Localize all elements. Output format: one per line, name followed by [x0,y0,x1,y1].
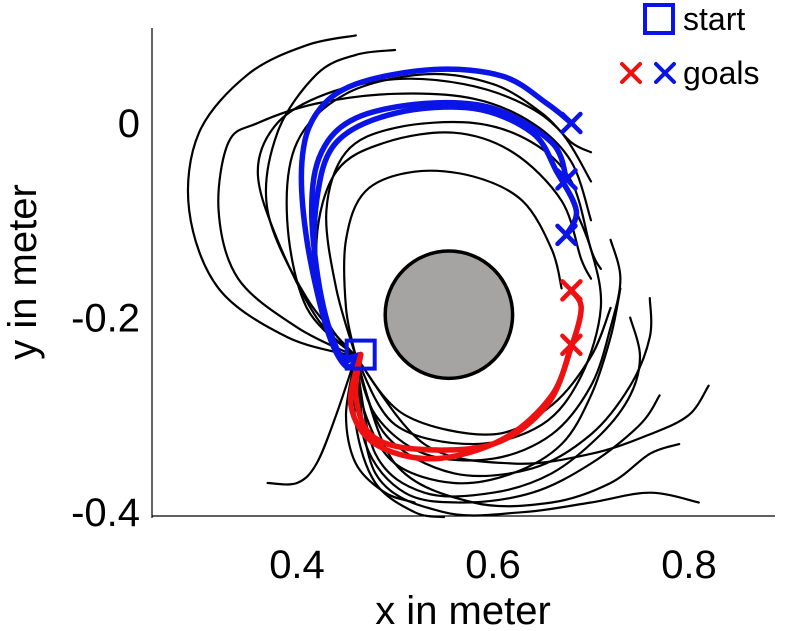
legend-start-label: start [683,1,745,37]
demonstration-trajectory-25 [354,355,700,517]
demonstration-trajectory-8 [186,34,357,358]
demonstration-trajectory-7 [217,92,593,358]
demonstration-trajectory-22 [354,316,642,498]
y-tick-label: 0 [118,102,140,146]
demonstration-trajectory-16 [344,355,416,504]
legend-red-goal-marker [620,62,642,84]
generated-trajectories [298,66,584,462]
red-goal-marker-0 [560,279,583,302]
demonstration-trajectory-20 [354,199,603,446]
demonstration-trajectory-17 [354,238,622,462]
legend-blue-goal-marker [654,62,676,84]
obstacle-layer [383,249,515,381]
x-tick-label: 0.4 [269,543,325,587]
x-tick-label: 0.6 [465,543,521,587]
blue-goal-marker-2 [555,223,578,247]
y-tick-label: -0.2 [71,297,140,341]
x-axis-title: x in meter [375,589,551,631]
demonstration-trajectory-10 [325,120,602,358]
y-axis-title: y in meter [1,184,45,360]
generated-trajectory-4 [347,342,575,462]
demonstration-trajectory-24 [354,355,710,465]
demonstration-trajectory-15 [266,355,357,486]
demonstration-trajectory-23 [354,355,681,508]
demonstration-trajectory-12 [343,169,563,358]
legend: start goals [620,1,760,91]
marker-layer [344,111,583,371]
start-marker [344,338,377,371]
y-tick-label: -0.4 [71,491,140,535]
generated-trajectory-2 [311,104,580,361]
x-tick-label: 0.8 [661,543,717,587]
blue-goal-marker-0 [560,111,583,135]
legend-start-marker [643,3,675,35]
blue-goal-marker-1 [555,168,578,191]
legend-goals-label: goals [683,55,760,91]
demonstration-trajectory-9 [264,48,397,358]
red-goal-marker-1 [560,333,583,357]
obstacle-circle [383,249,515,381]
